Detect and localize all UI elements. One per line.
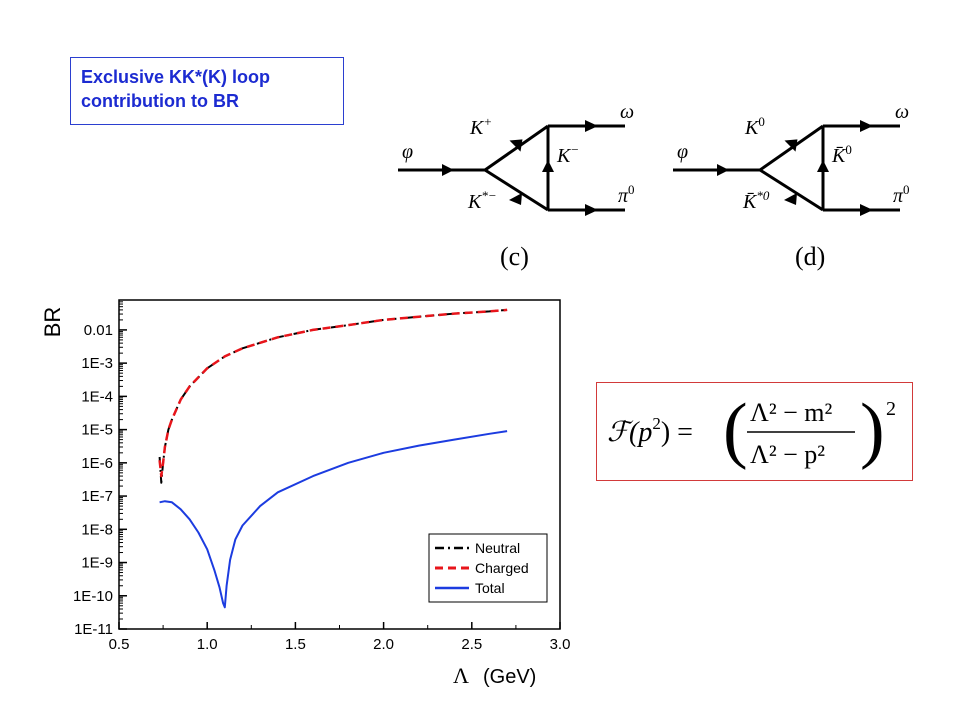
d-caption: (d)	[795, 242, 825, 271]
x-axis-label-unit: (GeV)	[483, 666, 536, 688]
formula-numerator: Λ² − m²	[750, 398, 833, 427]
d-bottom-label: K̄*0	[742, 188, 770, 213]
c-pi-label: π0	[618, 182, 635, 207]
x-tick-label: 3.0	[550, 636, 571, 653]
series-line-neutral	[158, 308, 508, 484]
diagram-c	[398, 124, 625, 212]
d-phi-label: φ	[677, 141, 688, 163]
title-box: Exclusive KK*(K) loop contribution to BR	[70, 57, 344, 125]
x-tick-label: 2.5	[461, 636, 482, 653]
diagram-d-arrows	[717, 120, 873, 216]
y-axis-label: BR	[40, 307, 65, 338]
form-factor-formula: ℱ(p2) = ( Λ² − m² Λ² − p² ) 2	[607, 389, 896, 471]
title-line-2: contribution to BR	[81, 91, 239, 111]
d-omega-label: ω	[895, 101, 909, 123]
legend-label: Total	[475, 580, 505, 596]
feynman-diagrams: φ K+ K*− K− ω π0 (c) φ K0 K̄*0 K̄0 ω π0 …	[398, 101, 910, 271]
diagram-c-arrows	[442, 120, 598, 216]
plot-axes: 0.5 1.0 1.5 2.0 2.5 3.0 1E-11 1E-10 1E-9 1E-8 1E-7…	[73, 299, 571, 653]
c-omega-label: ω	[620, 101, 634, 123]
formula-denominator: Λ² − p²	[750, 440, 825, 469]
x-tick-label: 1.0	[197, 636, 218, 653]
c-caption: (c)	[500, 242, 529, 271]
y-tick-label: 1E-5	[81, 422, 113, 439]
d-exchange-label: K̄0	[831, 142, 852, 167]
c-bottom-label: K*−	[467, 188, 497, 213]
y-tick-label: 1E-9	[81, 555, 113, 572]
formula-power: 2	[886, 398, 896, 420]
x-tick-label: 0.5	[109, 636, 130, 653]
y-tick-label: 1E-8	[81, 521, 113, 538]
br-plot: 0.5 1.0 1.5 2.0 2.5 3.0 1E-11 1E-10 1E-9 1E-8 1E-7…	[40, 299, 571, 688]
x-axis-label-symbol: Λ	[453, 663, 469, 688]
plot-series	[158, 308, 508, 609]
diagram-d	[673, 124, 900, 212]
y-tick-label: 1E-10	[73, 588, 113, 605]
form-factor-formula-box: ℱ(p2) = ( Λ² − m² Λ² − p² ) 2	[596, 382, 913, 481]
c-phi-label: φ	[402, 141, 413, 163]
d-pi-label: π0	[893, 182, 910, 207]
diagram-c-labels: φ K+ K*− K− ω π0	[402, 101, 635, 213]
y-tick-label: 1E-4	[81, 388, 113, 405]
legend-label: Charged	[475, 560, 529, 576]
y-tick-label: 1E-6	[81, 455, 113, 472]
y-tick-label: 1E-3	[81, 355, 113, 372]
formula-lhs: ℱ(p2) =	[607, 414, 693, 448]
diagram-d-labels: φ K0 K̄*0 K̄0 ω π0	[677, 101, 910, 213]
y-tick-label: 1E-7	[81, 488, 113, 505]
formula-right-paren: )	[860, 389, 885, 471]
d-top-label: K0	[744, 114, 765, 139]
x-tick-label: 2.0	[373, 636, 394, 653]
c-exchange-label: K−	[556, 142, 579, 167]
y-tick-label: 0.01	[84, 322, 113, 339]
c-top-label: K+	[469, 114, 492, 139]
x-tick-label: 1.5	[285, 636, 306, 653]
series-line-charged	[158, 308, 508, 478]
formula-left-paren: (	[723, 389, 748, 471]
x-axis-label: Λ (GeV)	[453, 663, 536, 688]
plot-legend: Neutral Charged Total	[428, 533, 548, 603]
title-line-1: Exclusive KK*(K) loop	[81, 67, 271, 87]
series-line-total	[159, 430, 508, 609]
legend-label: Neutral	[475, 540, 520, 556]
y-tick-label: 1E-11	[74, 621, 113, 638]
